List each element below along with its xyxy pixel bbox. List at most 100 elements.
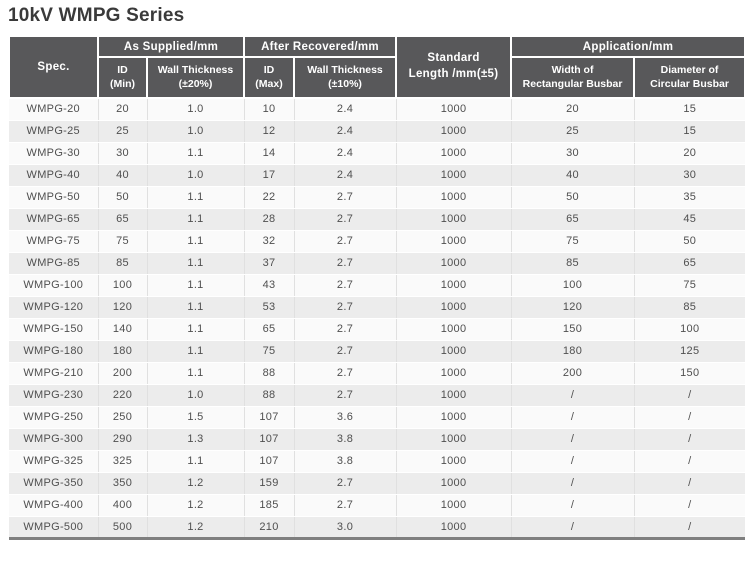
- header-wall-thickness-10: Wall Thickness (±10%): [293, 56, 398, 99]
- cell-standard-length: 1000: [396, 406, 512, 429]
- table-row: WMPG-100 100 1.1 43 2.7 1000 100 75: [9, 274, 746, 297]
- cell-standard-length: 1000: [396, 516, 512, 539]
- cell-diameter-circ: 35: [634, 186, 746, 209]
- cell-diameter-circ: 15: [634, 98, 746, 121]
- table-row: WMPG-400 400 1.2 185 2.7 1000//: [9, 494, 746, 517]
- cell-spec: WMPG-85: [9, 252, 99, 275]
- cell-wall-thickness-20: 1.2: [147, 472, 245, 495]
- cell-id-min: 75: [98, 230, 148, 253]
- cell-diameter-circ: /: [634, 516, 746, 539]
- table-row: WMPG-75 75 1.1 32 2.7 1000 75 50: [9, 230, 746, 253]
- cell-standard-length: 1000: [396, 296, 512, 319]
- cell-width-rect: /: [511, 472, 635, 495]
- cell-id-max: 53: [244, 296, 295, 319]
- cell-id-max: 210: [244, 516, 295, 539]
- cell-id-min: 40: [98, 164, 148, 187]
- cell-width-rect: 85: [511, 252, 635, 275]
- cell-standard-length: 1000: [396, 494, 512, 517]
- cell-id-max: 75: [244, 340, 295, 363]
- table-row: WMPG-350 350 1.2 159 2.7 1000//: [9, 472, 746, 495]
- header-width-rectangular-busbar: Width of Rectangular Busbar: [510, 56, 636, 99]
- cell-diameter-circ: 65: [634, 252, 746, 275]
- cell-spec: WMPG-50: [9, 186, 99, 209]
- cell-id-min: 220: [98, 384, 148, 407]
- cell-wall-thickness-20: 1.1: [147, 318, 245, 341]
- cell-spec: WMPG-230: [9, 384, 99, 407]
- cell-standard-length: 1000: [396, 142, 512, 165]
- cell-width-rect: /: [511, 494, 635, 517]
- cell-spec: WMPG-300: [9, 428, 99, 451]
- cell-width-rect: 200: [511, 362, 635, 385]
- table-row: WMPG-50 50 1.1 22 2.7 1000 50 35: [9, 186, 746, 209]
- cell-width-rect: /: [511, 450, 635, 473]
- cell-wall-thickness-20: 1.0: [147, 384, 245, 407]
- cell-diameter-circ: /: [634, 472, 746, 495]
- cell-diameter-circ: /: [634, 450, 746, 473]
- cell-width-rect: 75: [511, 230, 635, 253]
- cell-id-max: 65: [244, 318, 295, 341]
- cell-wall-thickness-10: 2.4: [294, 164, 397, 187]
- cell-width-rect: 30: [511, 142, 635, 165]
- cell-width-rect: /: [511, 428, 635, 451]
- table-row: WMPG-300 290 1.3 107 3.8 1000//: [9, 428, 746, 451]
- cell-wall-thickness-20: 1.1: [147, 362, 245, 385]
- table-row: WMPG-20 20 1.0 10 2.4 1000 20 15: [9, 98, 746, 121]
- cell-id-max: 43: [244, 274, 295, 297]
- cell-standard-length: 1000: [396, 362, 512, 385]
- cell-width-rect: 25: [511, 120, 635, 143]
- cell-spec: WMPG-30: [9, 142, 99, 165]
- cell-wall-thickness-10: 2.4: [294, 120, 397, 143]
- cell-standard-length: 1000: [396, 164, 512, 187]
- cell-wall-thickness-20: 1.1: [147, 340, 245, 363]
- cell-wall-thickness-10: 2.7: [294, 494, 397, 517]
- header-as-supplied: As Supplied/mm: [96, 35, 246, 58]
- table-header: Spec. As Supplied/mm After Recovered/mm …: [8, 35, 747, 99]
- cell-spec: WMPG-180: [9, 340, 99, 363]
- cell-wall-thickness-10: 2.7: [294, 230, 397, 253]
- cell-wall-thickness-10: 2.7: [294, 186, 397, 209]
- cell-wall-thickness-20: 1.3: [147, 428, 245, 451]
- cell-id-min: 200: [98, 362, 148, 385]
- cell-diameter-circ: /: [634, 494, 746, 517]
- cell-standard-length: 1000: [396, 428, 512, 451]
- cell-diameter-circ: 125: [634, 340, 746, 363]
- cell-wall-thickness-10: 2.7: [294, 340, 397, 363]
- cell-wall-thickness-20: 1.1: [147, 186, 245, 209]
- cell-id-max: 185: [244, 494, 295, 517]
- cell-id-min: 350: [98, 472, 148, 495]
- cell-id-min: 180: [98, 340, 148, 363]
- table-row: WMPG-180 180 1.1 75 2.7 1000 180 125: [9, 340, 746, 363]
- cell-id-min: 100: [98, 274, 148, 297]
- cell-width-rect: 65: [511, 208, 635, 231]
- cell-spec: WMPG-250: [9, 406, 99, 429]
- cell-width-rect: /: [511, 406, 635, 429]
- cell-wall-thickness-20: 1.1: [147, 230, 245, 253]
- cell-wall-thickness-10: 2.7: [294, 208, 397, 231]
- table-row: WMPG-25 25 1.0 12 2.4 1000 25 15: [9, 120, 746, 143]
- cell-wall-thickness-20: 1.2: [147, 494, 245, 517]
- cell-spec: WMPG-100: [9, 274, 99, 297]
- cell-spec: WMPG-350: [9, 472, 99, 495]
- cell-diameter-circ: 50: [634, 230, 746, 253]
- cell-wall-thickness-10: 2.4: [294, 142, 397, 165]
- cell-wall-thickness-10: 2.7: [294, 362, 397, 385]
- cell-spec: WMPG-325: [9, 450, 99, 473]
- cell-diameter-circ: 85: [634, 296, 746, 319]
- table-row: WMPG-500 500 1.2 210 3.0 1000//: [9, 516, 746, 539]
- cell-id-max: 107: [244, 406, 295, 429]
- cell-spec: WMPG-500: [9, 516, 99, 539]
- header-standard-length: Standard Length /mm(±5): [395, 35, 513, 99]
- table-row: WMPG-250 250 1.5 107 3.6 1000//: [9, 406, 746, 429]
- cell-diameter-circ: /: [634, 406, 746, 429]
- cell-diameter-circ: 150: [634, 362, 746, 385]
- cell-standard-length: 1000: [396, 120, 512, 143]
- cell-diameter-circ: 30: [634, 164, 746, 187]
- cell-id-max: 88: [244, 362, 295, 385]
- cell-wall-thickness-20: 1.1: [147, 142, 245, 165]
- cell-wall-thickness-10: 3.8: [294, 450, 397, 473]
- cell-wall-thickness-20: 1.1: [147, 296, 245, 319]
- table-row: WMPG-65 65 1.1 28 2.7 1000 65 45: [9, 208, 746, 231]
- cell-id-min: 120: [98, 296, 148, 319]
- header-sub-row: ID (Min) Wall Thickness (±20%) ID (Max) …: [9, 56, 747, 99]
- cell-diameter-circ: /: [634, 384, 746, 407]
